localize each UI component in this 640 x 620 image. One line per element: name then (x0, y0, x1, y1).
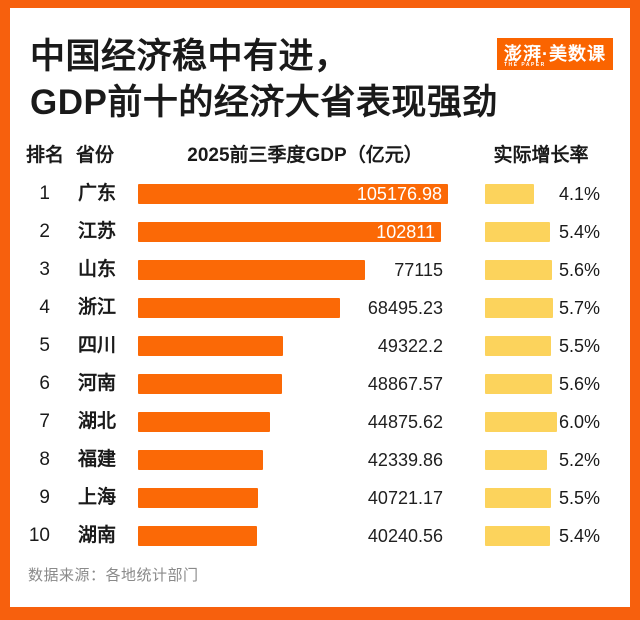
rank-cell: 3 (39, 259, 50, 280)
table-row: 4 浙江 68495.23 5.7% (10, 289, 630, 327)
province-cell: 湖南 (78, 525, 117, 546)
data-source-note: 数据来源：各地统计部门 (28, 567, 199, 584)
table-row: 7 湖北 44875.62 6.0% (10, 403, 630, 441)
gdp-value-label: 42339.86 (367, 450, 443, 470)
growth-value-label: 5.5% (558, 488, 600, 508)
growth-value-label: 5.6% (558, 374, 600, 394)
gdp-bar: 105176.98 (138, 184, 448, 204)
gdp-value-label: 49322.2 (377, 336, 443, 356)
province-cell: 湖北 (78, 411, 117, 432)
growth-value-label: 5.7% (558, 298, 600, 318)
gdp-value-label: 77115 (394, 260, 443, 280)
gdp-bar: 102811 (138, 222, 441, 242)
province-cell: 浙江 (78, 297, 117, 318)
gdp-bar (138, 450, 263, 470)
rank-cell: 8 (39, 449, 50, 470)
growth-bar (485, 260, 553, 280)
column-header-growth: 实际增长率 (493, 145, 589, 166)
growth-value-label: 5.5% (558, 336, 600, 356)
gdp-value-label: 44875.62 (367, 412, 443, 432)
growth-bar (485, 412, 557, 432)
column-header-gdp: 2025前三季度GDP（亿元） (187, 145, 423, 166)
rank-cell: 6 (39, 373, 50, 394)
gdp-value-label-inside: 102811 (376, 222, 435, 242)
rank-cell: 5 (39, 335, 50, 356)
gdp-bar (138, 336, 284, 356)
title-line-1: 中国经济稳中有进， (30, 37, 350, 76)
gdp-bar (138, 412, 271, 432)
growth-bar (485, 526, 550, 546)
growth-bar (485, 488, 551, 508)
growth-bar (485, 336, 551, 356)
growth-value-label: 5.4% (558, 526, 600, 546)
table-row: 8 福建 42339.86 5.2% (10, 441, 630, 479)
rank-cell: 7 (39, 411, 50, 432)
growth-bar (485, 374, 553, 394)
table-row: 2 江苏 102811 5.4% (10, 213, 630, 251)
growth-value-label: 5.2% (558, 450, 600, 470)
rank-cell: 2 (39, 221, 50, 242)
column-header-province: 省份 (76, 145, 115, 166)
page-title: 中国经济稳中有进， GDP前十的经济大省表现强劲 (30, 34, 498, 126)
rank-cell: 10 (28, 525, 50, 546)
rank-cell: 4 (39, 297, 50, 318)
growth-bar (485, 222, 550, 242)
gdp-value-label: 40240.56 (367, 526, 443, 546)
table-row: 6 河南 48867.57 5.6% (10, 365, 630, 403)
gdp-value-label: 68495.23 (367, 298, 443, 318)
province-cell: 上海 (78, 487, 117, 508)
column-header-rank: 排名 (26, 145, 65, 166)
growth-value-label: 6.0% (558, 412, 600, 432)
chart-rows: 1 广东 105176.98 4.1% 2 江苏 102811 5.4% 3 山… (10, 175, 630, 555)
province-cell: 河南 (78, 373, 117, 394)
gdp-bar (138, 260, 366, 280)
province-cell: 山东 (78, 259, 117, 280)
gdp-bar (138, 526, 257, 546)
table-row: 10 湖南 40240.56 5.4% (10, 517, 630, 555)
gdp-value-label: 48867.57 (367, 374, 443, 394)
province-cell: 福建 (78, 449, 117, 470)
table-row: 9 上海 40721.17 5.5% (10, 479, 630, 517)
thepaper-logo: 澎湃·美数课 THE PAPER (497, 38, 613, 70)
gdp-value-label-inside: 105176.98 (356, 184, 442, 204)
gdp-bar (138, 488, 258, 508)
logo-text: 澎湃·美数课 (504, 44, 606, 64)
province-cell: 四川 (78, 335, 117, 356)
growth-value-label: 5.6% (558, 260, 600, 280)
table-header-row: 排名 省份 2025前三季度GDP（亿元） 实际增长率 (10, 142, 630, 170)
gdp-bar (138, 298, 340, 318)
province-cell: 江苏 (78, 221, 117, 242)
gdp-value-label: 40721.17 (367, 488, 443, 508)
rank-cell: 1 (39, 183, 50, 204)
rank-cell: 9 (39, 487, 50, 508)
growth-bar (485, 184, 535, 204)
growth-bar (485, 450, 548, 470)
logo-subtext: THE PAPER (504, 62, 546, 68)
table-row: 5 四川 49322.2 5.5% (10, 327, 630, 365)
table-row: 3 山东 77115 5.6% (10, 251, 630, 289)
growth-value-label: 4.1% (558, 184, 600, 204)
title-line-2: GDP前十的经济大省表现强劲 (30, 83, 498, 122)
growth-bar (485, 298, 554, 318)
gdp-bar (138, 374, 282, 394)
province-cell: 广东 (78, 183, 117, 204)
canvas: 中国经济稳中有进， GDP前十的经济大省表现强劲 澎湃·美数课 THE PAPE… (10, 8, 630, 607)
growth-value-label: 5.4% (558, 222, 600, 242)
table-row: 1 广东 105176.98 4.1% (10, 175, 630, 213)
